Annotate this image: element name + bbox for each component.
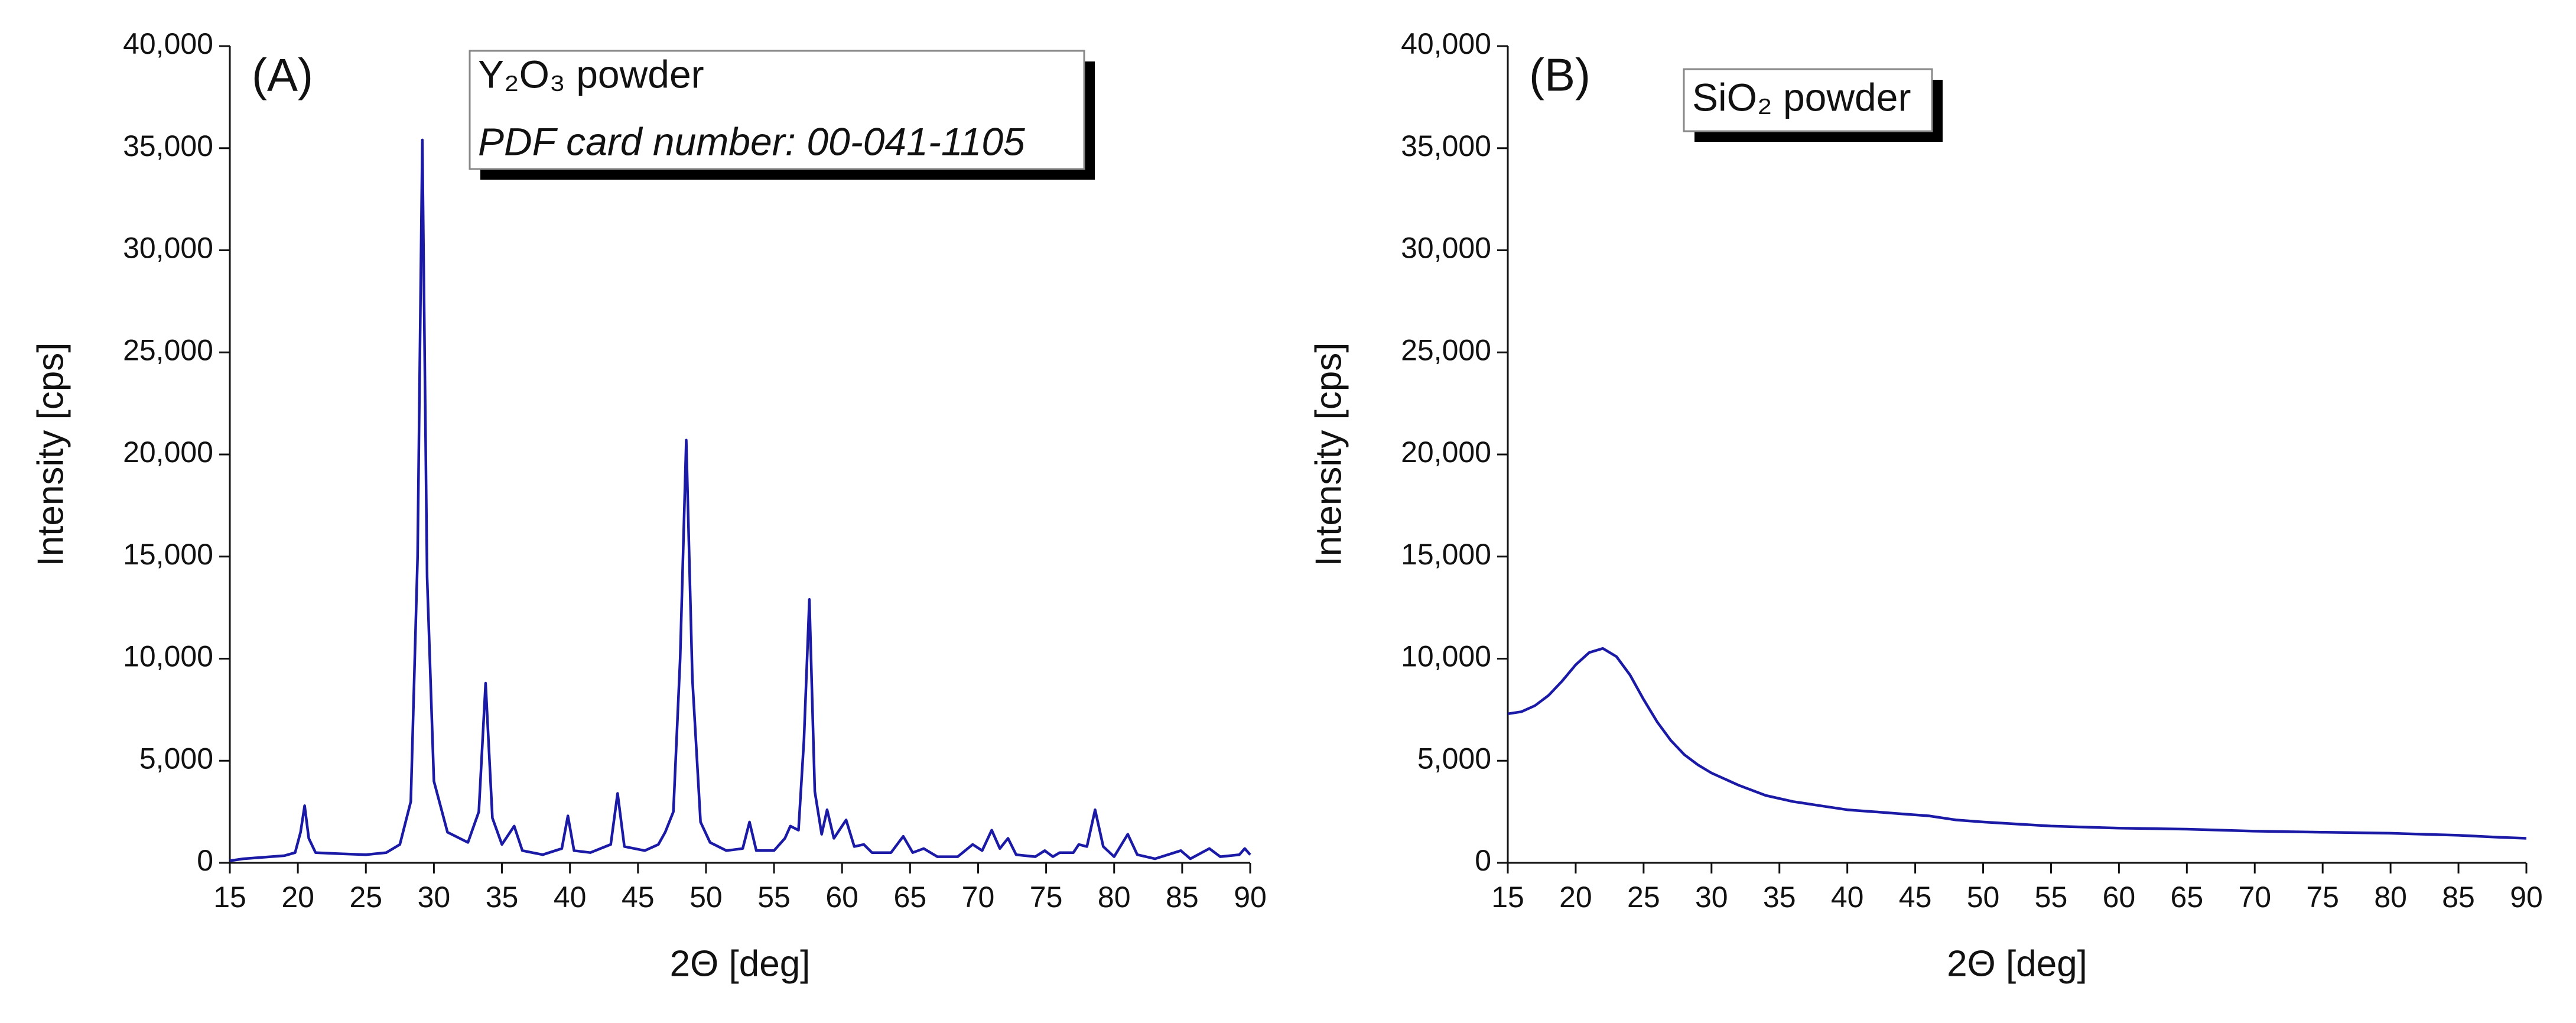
y-tick-label: 35,000: [123, 129, 213, 163]
x-tick-label: 40: [1831, 881, 1864, 914]
legend-text: SiO₂ powder: [1692, 75, 1911, 119]
y-tick-label: 40,000: [123, 27, 213, 60]
x-tick-label: 90: [1234, 881, 1267, 914]
y-tick-label: 5,000: [1417, 742, 1491, 775]
x-tick-label: 50: [1967, 881, 2000, 914]
x-tick-label: 20: [281, 881, 314, 914]
y-axis-label: Intensity [cps]: [1308, 342, 1349, 566]
x-tick-label: 35: [1763, 881, 1796, 914]
x-tick-label: 50: [689, 881, 723, 914]
x-tick-label: 70: [962, 881, 995, 914]
y-tick-label: 35,000: [1401, 129, 1491, 163]
x-axis-label: 2Θ [deg]: [1947, 943, 2087, 984]
y-tick-label: 5,000: [139, 742, 213, 775]
y-axis-label: Intensity [cps]: [30, 342, 71, 566]
y-tick-label: 10,000: [123, 640, 213, 673]
data-line: [1507, 647, 2527, 840]
x-tick-label: 45: [622, 881, 655, 914]
x-tick-label: 30: [1695, 881, 1728, 914]
x-tick-label: 15: [213, 881, 246, 914]
x-tick-label: 75: [2306, 881, 2339, 914]
y-tick-label: 20,000: [123, 436, 213, 469]
x-tick-label: 85: [1166, 881, 1199, 914]
y-tick-label: 15,000: [123, 538, 213, 571]
legend-text: Y₂O₃ powder: [478, 52, 704, 96]
y-tick-label: 30,000: [1401, 232, 1491, 265]
legend-box: [1683, 68, 1933, 132]
panel-label: (A): [252, 49, 313, 101]
y-tick-label: 0: [197, 844, 213, 877]
x-tick-label: 75: [1030, 881, 1063, 914]
x-tick-label: 25: [1627, 881, 1660, 914]
x-tick-label: 30: [418, 881, 451, 914]
x-tick-label: 55: [757, 881, 791, 914]
x-tick-label: 55: [2035, 881, 2068, 914]
legend-box: [469, 50, 1085, 170]
x-tick-label: 65: [894, 881, 927, 914]
y-tick-label: 15,000: [1401, 538, 1491, 571]
x-tick-label: 60: [2103, 881, 2136, 914]
x-tick-label: 25: [349, 881, 382, 914]
x-tick-label: 20: [1559, 881, 1592, 914]
x-tick-label: 85: [2442, 881, 2475, 914]
x-tick-label: 15: [1491, 881, 1524, 914]
x-axis-label: 2Θ [deg]: [670, 943, 811, 984]
x-tick-label: 35: [486, 881, 519, 914]
panel-label: (B): [1529, 49, 1591, 101]
x-tick-label: 40: [554, 881, 587, 914]
y-tick-label: 10,000: [1401, 640, 1491, 673]
x-tick-label: 70: [2238, 881, 2271, 914]
x-tick-label: 65: [2171, 881, 2204, 914]
y-tick-label: 20,000: [1401, 436, 1491, 469]
x-tick-label: 80: [2374, 881, 2407, 914]
y-tick-label: 30,000: [123, 232, 213, 265]
x-tick-label: 60: [825, 881, 858, 914]
data-line: [229, 138, 1251, 862]
y-tick-label: 25,000: [123, 333, 213, 366]
x-tick-label: 80: [1098, 881, 1131, 914]
y-tick-label: 0: [1475, 844, 1491, 877]
y-tick-label: 40,000: [1401, 27, 1491, 60]
x-tick-label: 90: [2510, 881, 2543, 914]
y-tick-label: 25,000: [1401, 333, 1491, 366]
x-tick-label: 45: [1899, 881, 1932, 914]
legend-text: PDF card number: 00-041-1105: [478, 119, 1025, 163]
